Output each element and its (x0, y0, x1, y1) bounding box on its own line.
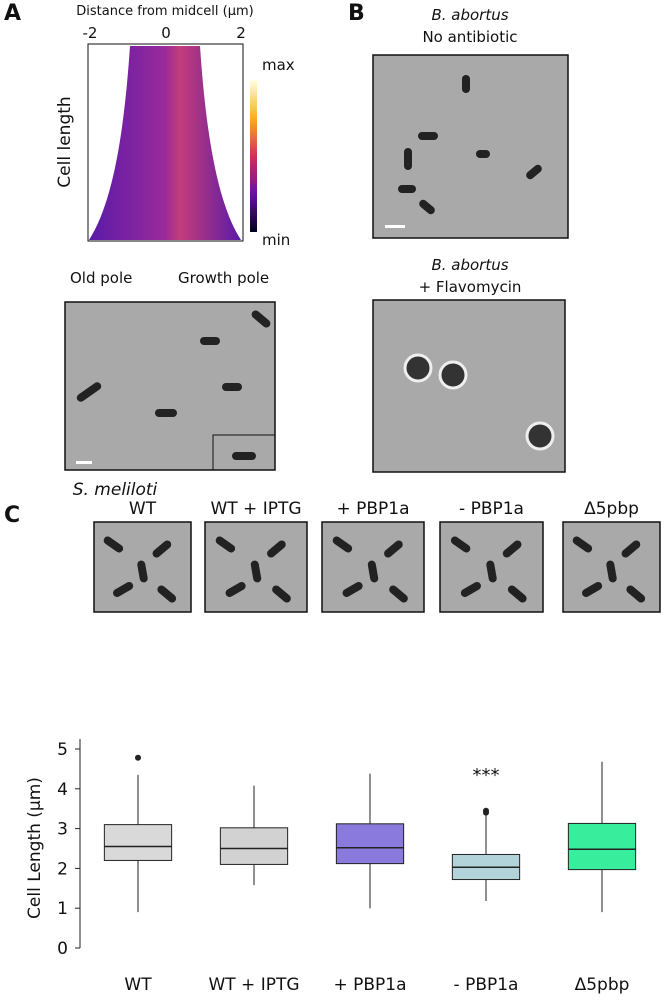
cell (267, 540, 286, 558)
panel-label: C (4, 503, 20, 528)
cells (76, 310, 276, 471)
tick-label: 2 (236, 24, 246, 42)
image-label: - PBP1a (459, 499, 524, 519)
box (219, 827, 289, 865)
panel-label: B (348, 1, 365, 26)
cell (215, 536, 236, 553)
cell (502, 540, 522, 558)
cell (606, 560, 617, 583)
micrographs: WT WT + IPTG + PBP1a - PBP1a Δ5pbp (93, 499, 661, 613)
image-label: WT (129, 499, 157, 519)
box-chart: 0 1 2 3 4 5 Cell Length (µm) WT WT + IPTG + PBP1a… (25, 739, 637, 995)
y-tick-label: 2 (57, 859, 68, 879)
colorbar-label: max (262, 56, 295, 74)
micrograph (372, 54, 569, 239)
treatment: No antibiotic (422, 28, 517, 46)
annotation: *** (473, 765, 500, 786)
pole-label: Old pole (70, 269, 132, 287)
x-tick-label: Δ5pbp (575, 975, 630, 995)
cell (621, 540, 641, 558)
cells (385, 75, 542, 228)
cell (384, 540, 403, 558)
tick-label: 0 (161, 24, 171, 42)
cell (157, 585, 177, 603)
image-label: + PBP1a (336, 499, 409, 519)
box (103, 824, 173, 861)
species: B. abortus (431, 256, 508, 274)
cell (367, 560, 379, 583)
cell (272, 585, 291, 603)
y-label: Cell Length (µm) (25, 777, 45, 919)
y-tick-label: 1 (57, 899, 68, 919)
y-label: Cell length (55, 96, 75, 187)
cell (582, 582, 603, 597)
x-tick-label: - PBP1a (454, 975, 519, 995)
heatmap-frame (87, 43, 244, 242)
x-tick-label: WT (124, 975, 152, 995)
x-tick-label: + PBP1a (333, 975, 406, 995)
y-tick-label: 4 (57, 780, 68, 800)
cell (486, 560, 497, 583)
cell (626, 585, 646, 603)
x-tick-label: WT + IPTG (208, 975, 299, 995)
box (335, 823, 405, 865)
cells (403, 353, 555, 451)
cell (152, 540, 172, 558)
cell (389, 585, 408, 603)
tick-label: -2 (83, 24, 98, 42)
axis-title: Distance from midcell (µm) (76, 4, 253, 19)
image-label: WT + IPTG (210, 499, 301, 519)
cell (507, 585, 527, 603)
cell (572, 536, 593, 553)
cell (342, 582, 363, 597)
colorbar-label: min (262, 231, 290, 249)
cell (332, 536, 353, 553)
cell (225, 582, 246, 597)
cell (250, 560, 262, 583)
panel-label: A (4, 1, 21, 26)
y-tick-label: 3 (57, 820, 68, 840)
pole-label: Growth pole (178, 269, 269, 287)
cell (450, 536, 471, 553)
species: S. meliloti (73, 480, 158, 500)
outlier (135, 754, 141, 761)
cell (460, 582, 481, 597)
box (567, 822, 637, 871)
cell (103, 536, 124, 553)
image-label: Δ5pbp (584, 499, 639, 519)
treatment: + Flavomycin (419, 278, 522, 296)
y-tick-label: 0 (57, 939, 68, 959)
species: B. abortus (431, 6, 508, 24)
y-tick-label: 5 (57, 740, 68, 760)
cell (137, 560, 148, 583)
outlier (483, 809, 489, 816)
cell (113, 582, 134, 597)
heatmap (89, 46, 241, 240)
colorbar (250, 80, 257, 232)
